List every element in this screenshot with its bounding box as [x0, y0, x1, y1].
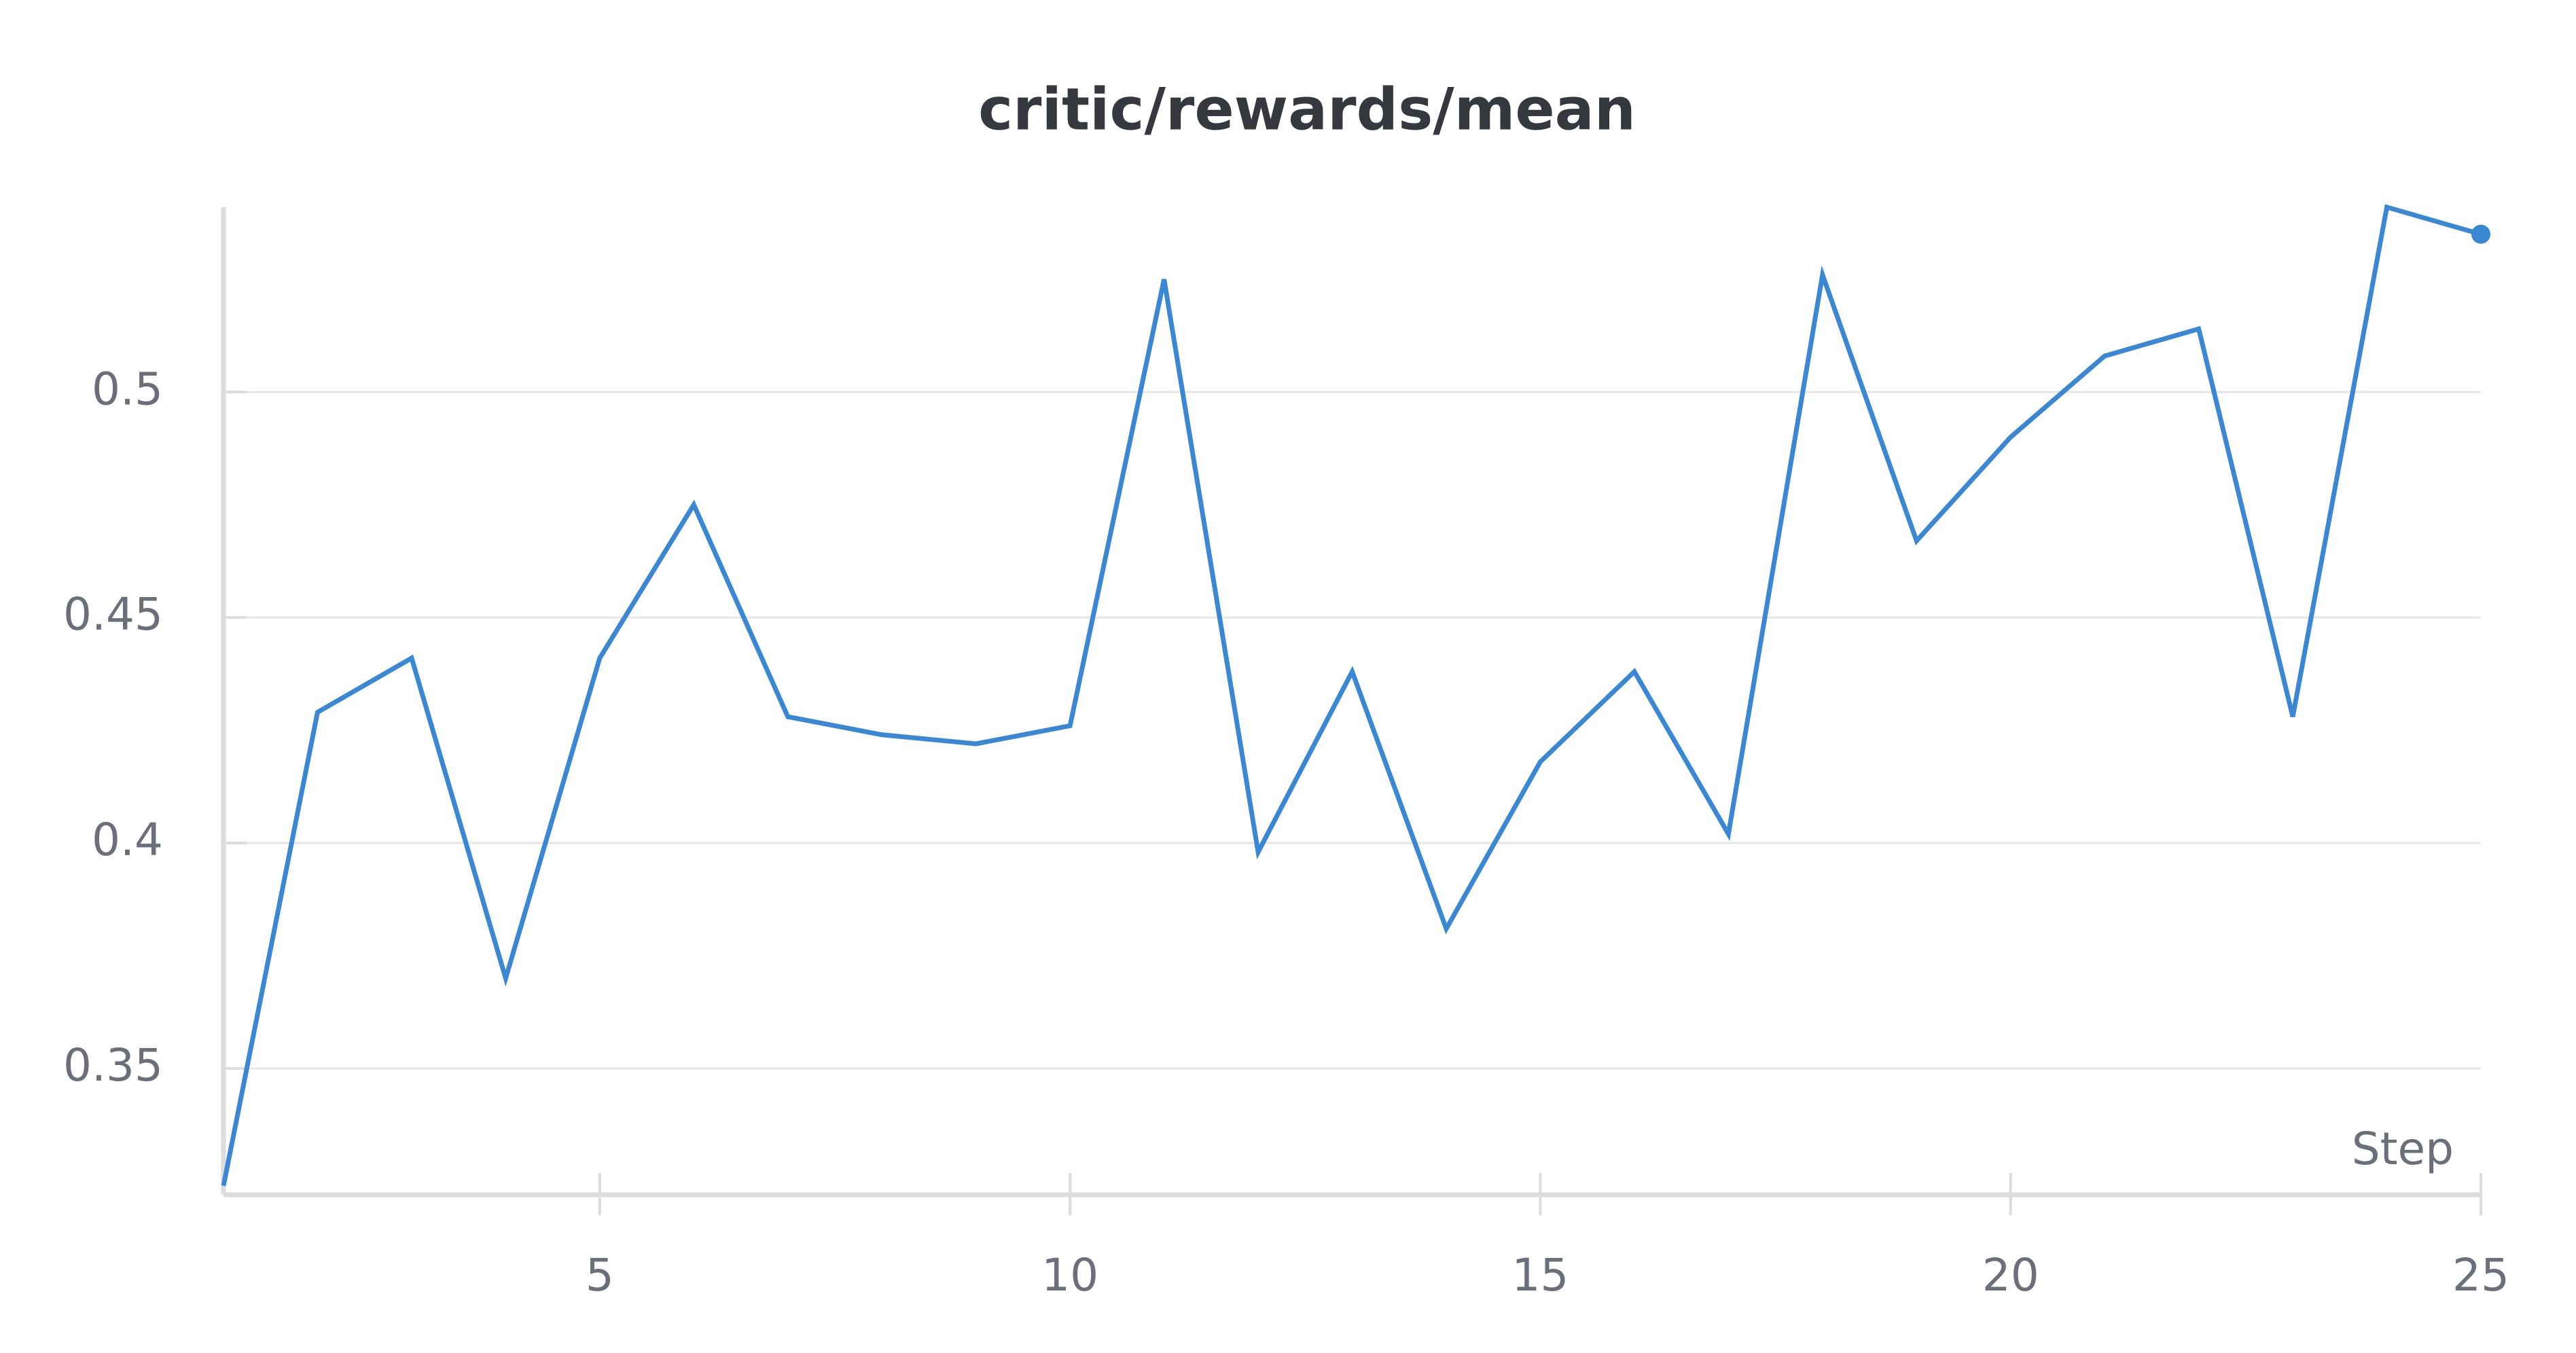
x-tick-label: 5: [586, 1249, 614, 1301]
data-line: [221, 204, 2482, 1187]
x-tick-label: 25: [2452, 1249, 2509, 1301]
end-point: [2471, 224, 2490, 244]
y-tick-label: 0.4: [92, 814, 163, 866]
y-tick-label: 0.35: [63, 1039, 163, 1092]
x-tick-label: 20: [1982, 1249, 2039, 1301]
x-axis-label: Step: [2352, 1123, 2454, 1175]
y-tick-label: 0.45: [63, 588, 163, 641]
y-tick-label: 0.5: [92, 363, 163, 415]
x-tick-label: 10: [1041, 1249, 1098, 1301]
chart-title: critic/rewards/mean: [978, 75, 1636, 143]
x-tick-label: 15: [1511, 1249, 1569, 1301]
